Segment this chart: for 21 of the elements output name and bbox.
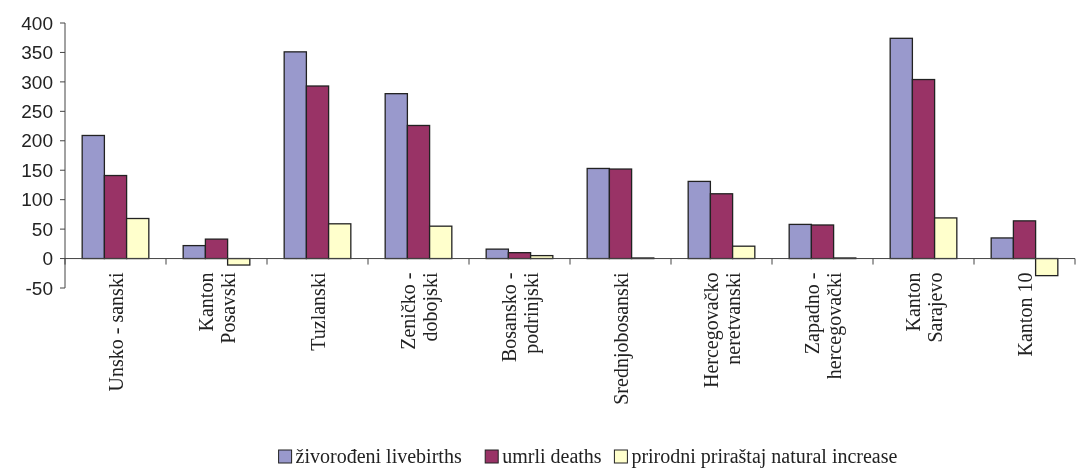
y-tick-label: 300	[21, 71, 53, 93]
y-tick-label: 200	[21, 130, 53, 152]
x-tick-label: Unsko - sanski	[104, 272, 127, 392]
y-tick-label: 350	[21, 42, 53, 64]
y-tick-label: 0	[42, 248, 53, 270]
y-tick-label: 100	[21, 189, 53, 211]
x-tick-label: Zeničko - dobojski	[396, 272, 442, 350]
x-tick-label: Kanton Posavski	[194, 272, 239, 344]
legend-label: prirodni priraštaj natural increase	[631, 445, 898, 468]
x-tick-label: Kanton Sarajevo	[901, 272, 947, 343]
x-tick-label: Srednjobosanski	[609, 272, 633, 405]
x-tick-label: Tuzlanski	[306, 272, 329, 351]
x-tick-label: Kanton 10	[1013, 272, 1036, 357]
y-tick-label: 50	[31, 218, 53, 240]
y-tick-label: 400	[21, 12, 53, 34]
y-tick-label: 150	[21, 159, 53, 181]
legend-label: umrli deaths	[502, 445, 602, 467]
legend-label: živorođeni livebirths	[295, 445, 462, 467]
x-tick-label: Hercegovačko neretvanski	[699, 272, 744, 389]
y-tick-label: -50	[25, 277, 53, 299]
y-tick-label: 250	[21, 100, 53, 122]
